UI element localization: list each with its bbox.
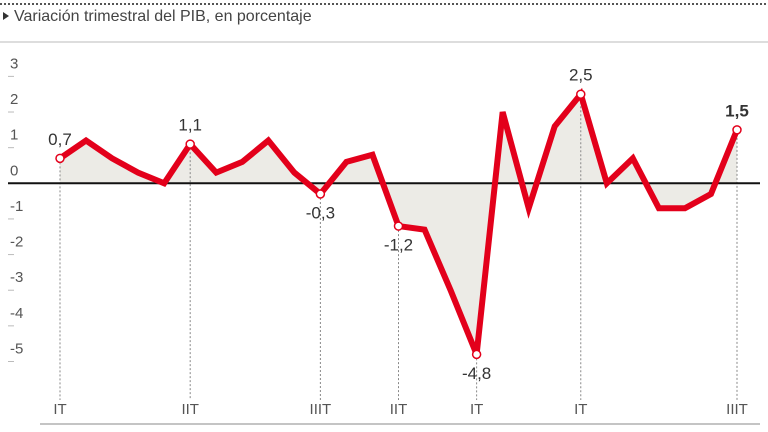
x-tick-label: IT: [53, 401, 66, 418]
data-label: -4,8: [462, 364, 491, 383]
data-label: -1,2: [384, 236, 413, 255]
x-tick-label: IIIT: [726, 401, 748, 418]
y-tick-label: -4: [10, 305, 23, 322]
y-tick-label: -3: [10, 269, 23, 286]
y-tick-label: 3: [10, 55, 18, 72]
x-tick-label: IIT: [390, 401, 408, 418]
point: [185, 139, 195, 149]
point: [393, 221, 404, 231]
x-tick-label: IIT: [181, 401, 199, 418]
point: [732, 125, 742, 135]
data-label: 2,5: [569, 66, 593, 85]
y-tick-label: -2: [10, 234, 23, 251]
data-label: -0,3: [306, 203, 335, 222]
y-tick-label: 0: [10, 162, 18, 179]
point: [55, 153, 65, 164]
y-tick-label: 1: [10, 127, 18, 144]
point: [315, 189, 326, 199]
y-tick-label: -5: [10, 340, 23, 357]
point: [471, 349, 482, 360]
data-label: 1,1: [178, 116, 202, 135]
bullet: [3, 12, 9, 20]
data-label: 0,7: [48, 130, 72, 149]
data-label: 1,5: [725, 101, 749, 120]
x-tick-label: IT: [470, 401, 483, 418]
x-tick-label: IT: [574, 401, 587, 418]
y-tick-label: 2: [10, 91, 18, 108]
chart-title: Variación trimestral del PIB, en porcent…: [14, 8, 312, 25]
x-tick-label: IIIT: [310, 401, 332, 418]
y-tick-label: -1: [10, 198, 23, 215]
point: [576, 89, 586, 99]
